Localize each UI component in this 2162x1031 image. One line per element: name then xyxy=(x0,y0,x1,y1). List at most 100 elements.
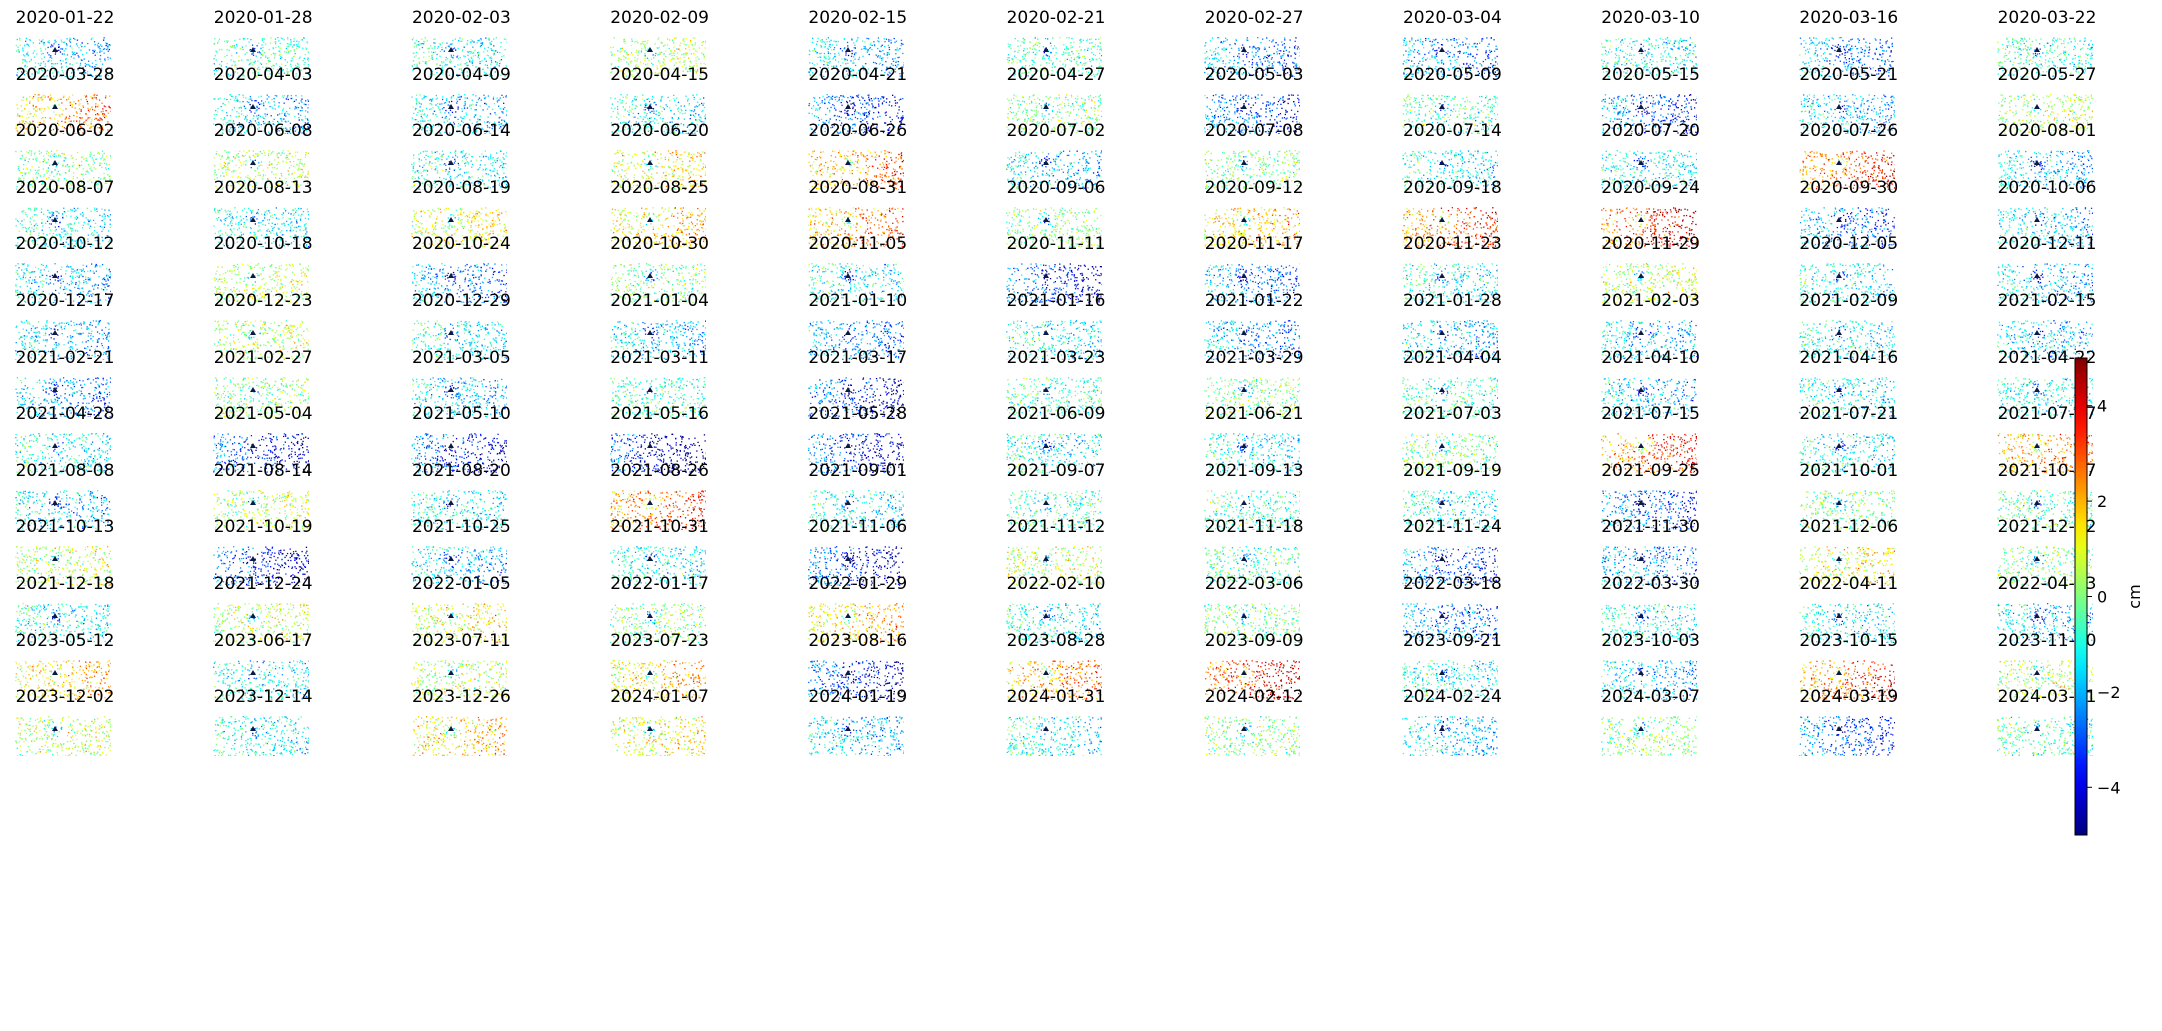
scatter-point xyxy=(625,69,627,71)
scatter-point xyxy=(633,57,636,59)
scatter-point xyxy=(1850,55,1852,57)
scatter-point xyxy=(73,114,75,116)
scatter-point xyxy=(676,118,678,120)
scatter-point xyxy=(699,63,702,65)
scatter-point xyxy=(219,97,221,99)
scatter-point xyxy=(442,98,444,100)
scatter-point xyxy=(1678,46,1680,48)
scatter-point xyxy=(862,68,864,70)
scatter-point xyxy=(422,108,424,111)
scatter-point xyxy=(416,102,418,105)
scatter-point xyxy=(1436,49,1438,52)
scatter-point xyxy=(491,123,493,126)
scatter-point xyxy=(472,46,474,48)
scatter-point xyxy=(1863,55,1865,57)
scatter-point xyxy=(1606,71,1608,73)
scatter-point xyxy=(1847,49,1850,51)
scatter-point xyxy=(1829,53,1832,55)
scatter-point xyxy=(1087,47,1089,49)
scatter-point xyxy=(1412,65,1415,67)
scatter-point xyxy=(81,46,83,48)
scatter-point xyxy=(493,52,496,54)
scatter-point xyxy=(445,117,448,119)
scatter-point xyxy=(642,108,644,110)
scatter-point xyxy=(652,96,655,98)
scatter-point xyxy=(1494,67,1496,70)
scatter-point xyxy=(639,61,641,63)
scatter-point xyxy=(887,74,889,76)
scatter-point xyxy=(1425,37,1427,40)
scatter-point xyxy=(417,67,419,69)
scatter-point xyxy=(692,67,694,69)
scatter-point xyxy=(76,43,78,45)
scatter-point xyxy=(1688,49,1691,52)
scatter-point xyxy=(37,96,39,99)
scatter-point xyxy=(1880,59,1882,62)
scatter-point xyxy=(1613,61,1616,63)
scatter-point xyxy=(33,56,36,58)
scatter-point xyxy=(1481,73,1484,76)
scatter-point xyxy=(674,104,677,106)
scatter-point xyxy=(491,127,494,129)
scatter-point xyxy=(1029,47,1031,50)
scatter-point xyxy=(73,69,75,71)
scatter-point xyxy=(249,49,251,52)
scatter-point xyxy=(501,94,503,96)
scatter-point xyxy=(491,60,493,62)
scatter-point xyxy=(280,37,283,39)
scatter-point xyxy=(40,40,42,43)
scatter-point xyxy=(57,71,60,73)
scatter-point xyxy=(1283,68,1285,70)
scatter-point xyxy=(1265,73,1267,75)
scatter-point xyxy=(1820,74,1823,77)
scatter-point xyxy=(499,107,502,109)
scatter-point xyxy=(1238,75,1240,77)
scatter-point xyxy=(450,109,452,111)
scatter-point xyxy=(1407,56,1410,58)
scatter-point xyxy=(1034,44,1036,46)
scatter-point xyxy=(1019,59,1021,62)
scatter-point xyxy=(692,114,694,116)
scatter-point xyxy=(1017,69,1020,71)
scatter-point xyxy=(1466,76,1468,77)
scatter-point xyxy=(435,103,438,106)
scatter-point xyxy=(419,105,422,108)
scatter-point xyxy=(1233,65,1235,68)
scatter-point xyxy=(1024,39,1026,41)
scatter-point xyxy=(82,104,84,107)
scatter-point xyxy=(2087,62,2090,64)
scatter-point xyxy=(1419,53,1421,55)
scatter-point xyxy=(650,125,653,127)
scatter-point xyxy=(682,132,684,134)
scatter-point xyxy=(254,119,257,122)
scatter-point xyxy=(656,129,658,131)
scatter-point xyxy=(264,122,266,124)
scatter-point xyxy=(230,98,232,100)
scatter-point xyxy=(248,101,250,103)
scatter-point xyxy=(2025,61,2027,63)
scatter-point xyxy=(241,59,243,61)
scatter-point xyxy=(241,127,244,129)
scatter-point xyxy=(307,42,309,44)
scatter-point xyxy=(887,52,890,54)
scatter-point xyxy=(1241,66,1244,68)
scatter-point xyxy=(26,61,28,63)
scatter-point xyxy=(497,100,499,103)
scatter-point xyxy=(290,94,293,96)
scatter-point xyxy=(290,39,292,41)
scatter-point xyxy=(1601,65,1603,67)
scatter-point xyxy=(832,57,835,59)
scatter-point xyxy=(689,62,692,64)
scatter-point xyxy=(435,98,438,100)
scatter-point xyxy=(470,52,472,54)
scatter-point xyxy=(53,69,56,71)
scatter-point xyxy=(1255,67,1257,69)
scatter-point xyxy=(493,53,495,56)
scatter-point xyxy=(2011,74,2013,76)
scatter-point xyxy=(862,48,865,50)
scatter-point xyxy=(638,70,640,72)
scatter-point xyxy=(695,50,698,53)
scatter-point xyxy=(1626,70,1628,72)
scatter-point xyxy=(1255,47,1257,49)
scatter-point xyxy=(1233,59,1236,61)
